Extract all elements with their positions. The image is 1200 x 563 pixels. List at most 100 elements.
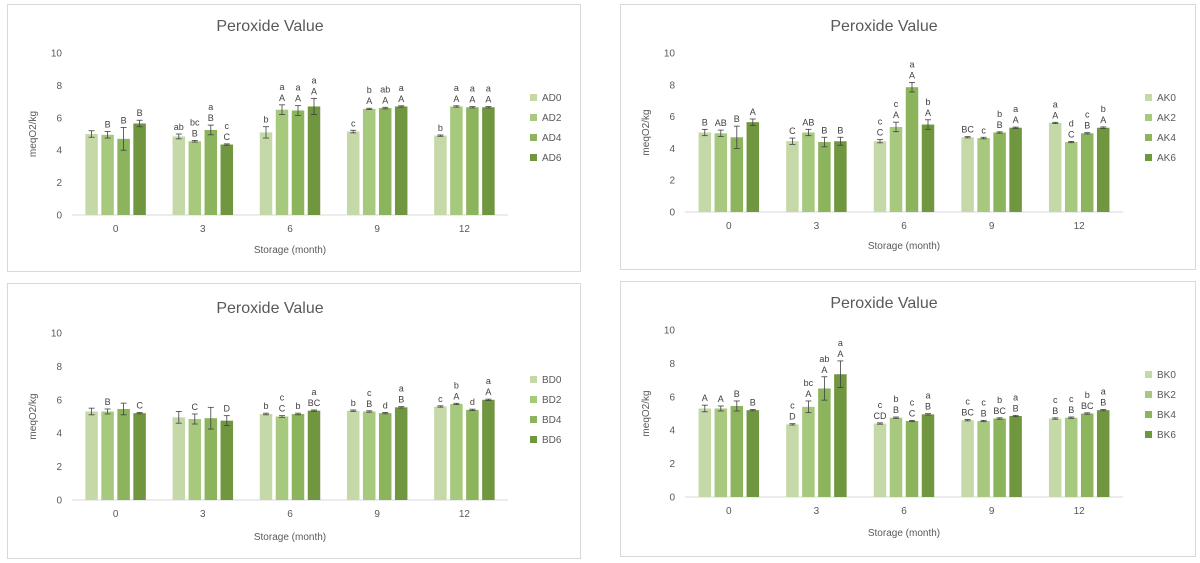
legend-label: BK0 <box>1157 370 1176 381</box>
significance-label: b <box>925 97 930 107</box>
y-tick-label: 6 <box>56 113 62 124</box>
bar-bk6 <box>746 410 760 497</box>
bar-bd4 <box>378 413 392 500</box>
bar-bk2 <box>977 421 990 497</box>
significance-label: a <box>1013 104 1018 114</box>
chart-svg: Peroxide Value 0 2 4 6 8 10 meqO2/kg Storage (mo… <box>641 18 1176 252</box>
legend-swatch <box>530 436 537 443</box>
significance-label: B <box>1068 405 1074 415</box>
significance-label: a <box>311 75 316 85</box>
significance-label: B <box>105 397 111 407</box>
bar-bd0 <box>434 406 447 500</box>
bar-ak2 <box>1064 142 1078 212</box>
significance-label: a <box>486 84 491 94</box>
significance-label: A <box>750 107 756 117</box>
bar-bd2 <box>188 419 202 500</box>
y-axis-label: meqO2/kg <box>28 393 39 439</box>
significance-label: bc <box>804 378 814 388</box>
significance-label: AB <box>802 117 814 127</box>
bar-ad2 <box>101 134 114 215</box>
significance-label: BC <box>961 408 974 418</box>
bar-bd2 <box>362 411 376 500</box>
y-tick-label: 4 <box>669 144 675 155</box>
significance-label: A <box>279 93 285 103</box>
significance-label: c <box>981 125 986 135</box>
x-tick-label: 9 <box>374 509 380 520</box>
bar-bd0 <box>172 417 186 500</box>
x-tick-label: 0 <box>726 221 732 232</box>
significance-label: B <box>1013 403 1019 413</box>
y-tick-label: 8 <box>56 362 62 373</box>
x-axis-label: Storage (month) <box>254 245 326 256</box>
y-tick-label: 6 <box>669 392 675 403</box>
chart-title: Peroxide Value <box>216 300 323 317</box>
chart-panel-bd: Peroxide Value 0 2 4 6 8 10 meqO2/kg Storage (mo… <box>7 283 581 559</box>
bar-bk4 <box>993 418 1006 497</box>
bar-ad2 <box>275 109 289 215</box>
bar-ad6 <box>482 107 495 215</box>
bar-ad0 <box>259 132 273 215</box>
significance-label: A <box>469 95 475 105</box>
bar-ad6 <box>220 144 234 215</box>
legend-swatch <box>1145 371 1152 378</box>
significance-label: A <box>311 86 317 96</box>
bar-ad4 <box>204 129 218 215</box>
bar-ak6 <box>921 124 935 212</box>
x-tick-label: 12 <box>1074 506 1086 517</box>
y-tick-label: 0 <box>669 208 675 219</box>
significance-label: A <box>909 70 915 80</box>
y-tick-label: 10 <box>51 49 63 60</box>
y-tick-label: 2 <box>56 462 62 473</box>
x-tick-label: 0 <box>113 509 119 520</box>
significance-label: B <box>192 128 198 138</box>
y-tick-label: 2 <box>669 176 675 187</box>
bar-bk6 <box>834 374 847 497</box>
significance-label: a <box>486 376 491 386</box>
bar-ad0 <box>172 136 186 215</box>
x-axis-label: Storage (month) <box>868 528 940 539</box>
y-tick-label: 8 <box>669 359 675 370</box>
significance-label: B <box>893 405 899 415</box>
significance-label: b <box>997 109 1002 119</box>
legend-label: BD4 <box>542 415 562 426</box>
chart-title: Peroxide Value <box>216 18 323 35</box>
legend-label: BK2 <box>1157 390 1176 401</box>
bar-ad2 <box>450 106 463 215</box>
significance-label: BC <box>993 406 1006 416</box>
significance-label: C <box>877 128 884 138</box>
legend-label: AD4 <box>542 133 562 144</box>
significance-label: b <box>893 394 898 404</box>
chart-svg: Peroxide Value 0 2 4 6 8 10 meqO2/kg Storage (mo… <box>28 18 562 256</box>
bar-ad4 <box>291 110 305 215</box>
bar-bd4 <box>204 418 218 500</box>
bar-ad2 <box>188 141 202 215</box>
bar-ak2 <box>977 138 990 212</box>
significance-label: B <box>121 116 127 126</box>
significance-label: BC <box>961 125 974 135</box>
y-axis-label: meqO2/kg <box>641 390 652 436</box>
significance-label: A <box>821 365 827 375</box>
bar-bd6 <box>394 407 408 500</box>
x-axis-label: Storage (month) <box>254 532 326 543</box>
significance-label: b <box>438 123 443 133</box>
bar-ak4 <box>730 137 744 212</box>
bar-ad6 <box>133 123 146 215</box>
legend-label: BD2 <box>542 395 562 406</box>
significance-label: b <box>1101 104 1106 114</box>
significance-label: B <box>925 402 931 412</box>
significance-label: b <box>454 380 459 390</box>
x-tick-label: 6 <box>901 506 907 517</box>
bar-bk2 <box>802 406 815 497</box>
y-tick-label: 0 <box>669 493 675 504</box>
significance-label: AB <box>715 118 727 128</box>
bar-ak4 <box>905 87 919 212</box>
bar-bd6 <box>307 410 321 500</box>
y-axis-label: meqO2/kg <box>641 109 652 155</box>
significance-label: c <box>981 397 986 407</box>
significance-label: C <box>192 402 199 412</box>
bar-bd6 <box>220 420 234 500</box>
significance-label: c <box>438 394 443 404</box>
significance-label: A <box>1013 115 1019 125</box>
significance-label: B <box>398 395 404 405</box>
significance-label: B <box>1052 406 1058 416</box>
